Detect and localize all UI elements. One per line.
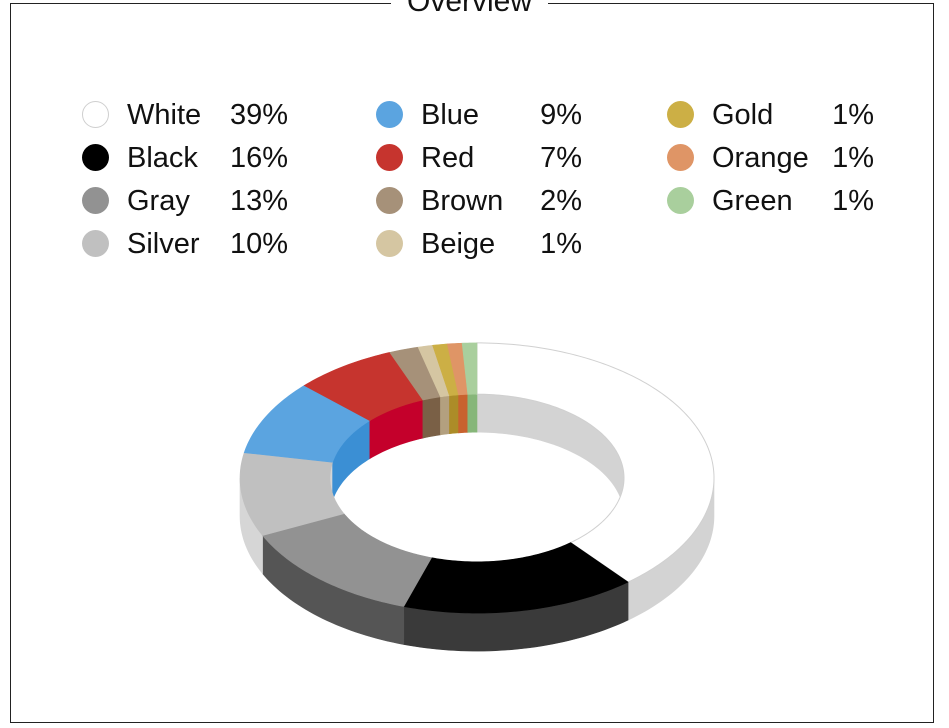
legend-label: Blue [421,99,480,131]
legend-label: Beige [421,228,496,260]
legend-value: 1% [540,228,582,260]
slice-inner-orange [458,394,469,434]
legend-swatch [376,187,403,214]
legend-value: 10% [229,228,288,260]
slice-inner-gold [449,394,459,435]
legend-item: Beige 1% [376,225,582,265]
legend-item: Gold 1% [667,96,874,136]
legend-value: 2% [540,185,582,217]
legend-label: Black [127,142,198,174]
legend-swatch [376,230,403,257]
legend-swatch [82,230,109,257]
legend-swatch [376,101,403,128]
legend-label: Gold [712,99,774,131]
chart-title: Overview [391,0,549,22]
legend-value: 1% [832,142,874,174]
legend-swatch [667,187,694,214]
legend-label: Red [421,142,475,174]
legend-item: Green 1% [667,182,874,222]
legend-item: Brown 2% [376,182,582,222]
legend-label: Brown [421,185,504,217]
chart-frame: Overview [10,0,934,723]
legend-label: Gray [127,185,190,217]
legend-item: Silver 10% [82,225,288,265]
slice-green [461,342,478,395]
legend-value: 39% [229,99,288,131]
legend-value: 1% [832,99,874,131]
legend-swatch [82,101,109,128]
slice-inner-green [467,393,478,433]
legend-value: 13% [229,185,288,217]
legend-swatch [82,187,109,214]
legend-swatch [667,101,694,128]
legend-swatch [82,144,109,171]
legend-item: Red 7% [376,139,582,179]
legend-label: Green [712,185,793,217]
legend-swatch [376,144,403,171]
legend-value: 9% [540,99,582,131]
legend-item: Gray 13% [82,182,288,222]
legend-value: 16% [229,142,288,174]
slice-inner-beige [440,395,450,436]
slice-inner-brown [422,396,441,439]
legend-label: White [127,99,202,131]
legend-item: Black 16% [82,139,288,179]
legend-item: White 39% [82,96,288,136]
legend-value: 1% [832,185,874,217]
legend-value: 7% [540,142,582,174]
legend-item: Blue 9% [376,96,582,136]
legend-label: Orange [712,142,809,174]
legend-label: Silver [127,228,200,260]
legend-swatch [667,144,694,171]
legend-item: Orange 1% [667,139,874,179]
